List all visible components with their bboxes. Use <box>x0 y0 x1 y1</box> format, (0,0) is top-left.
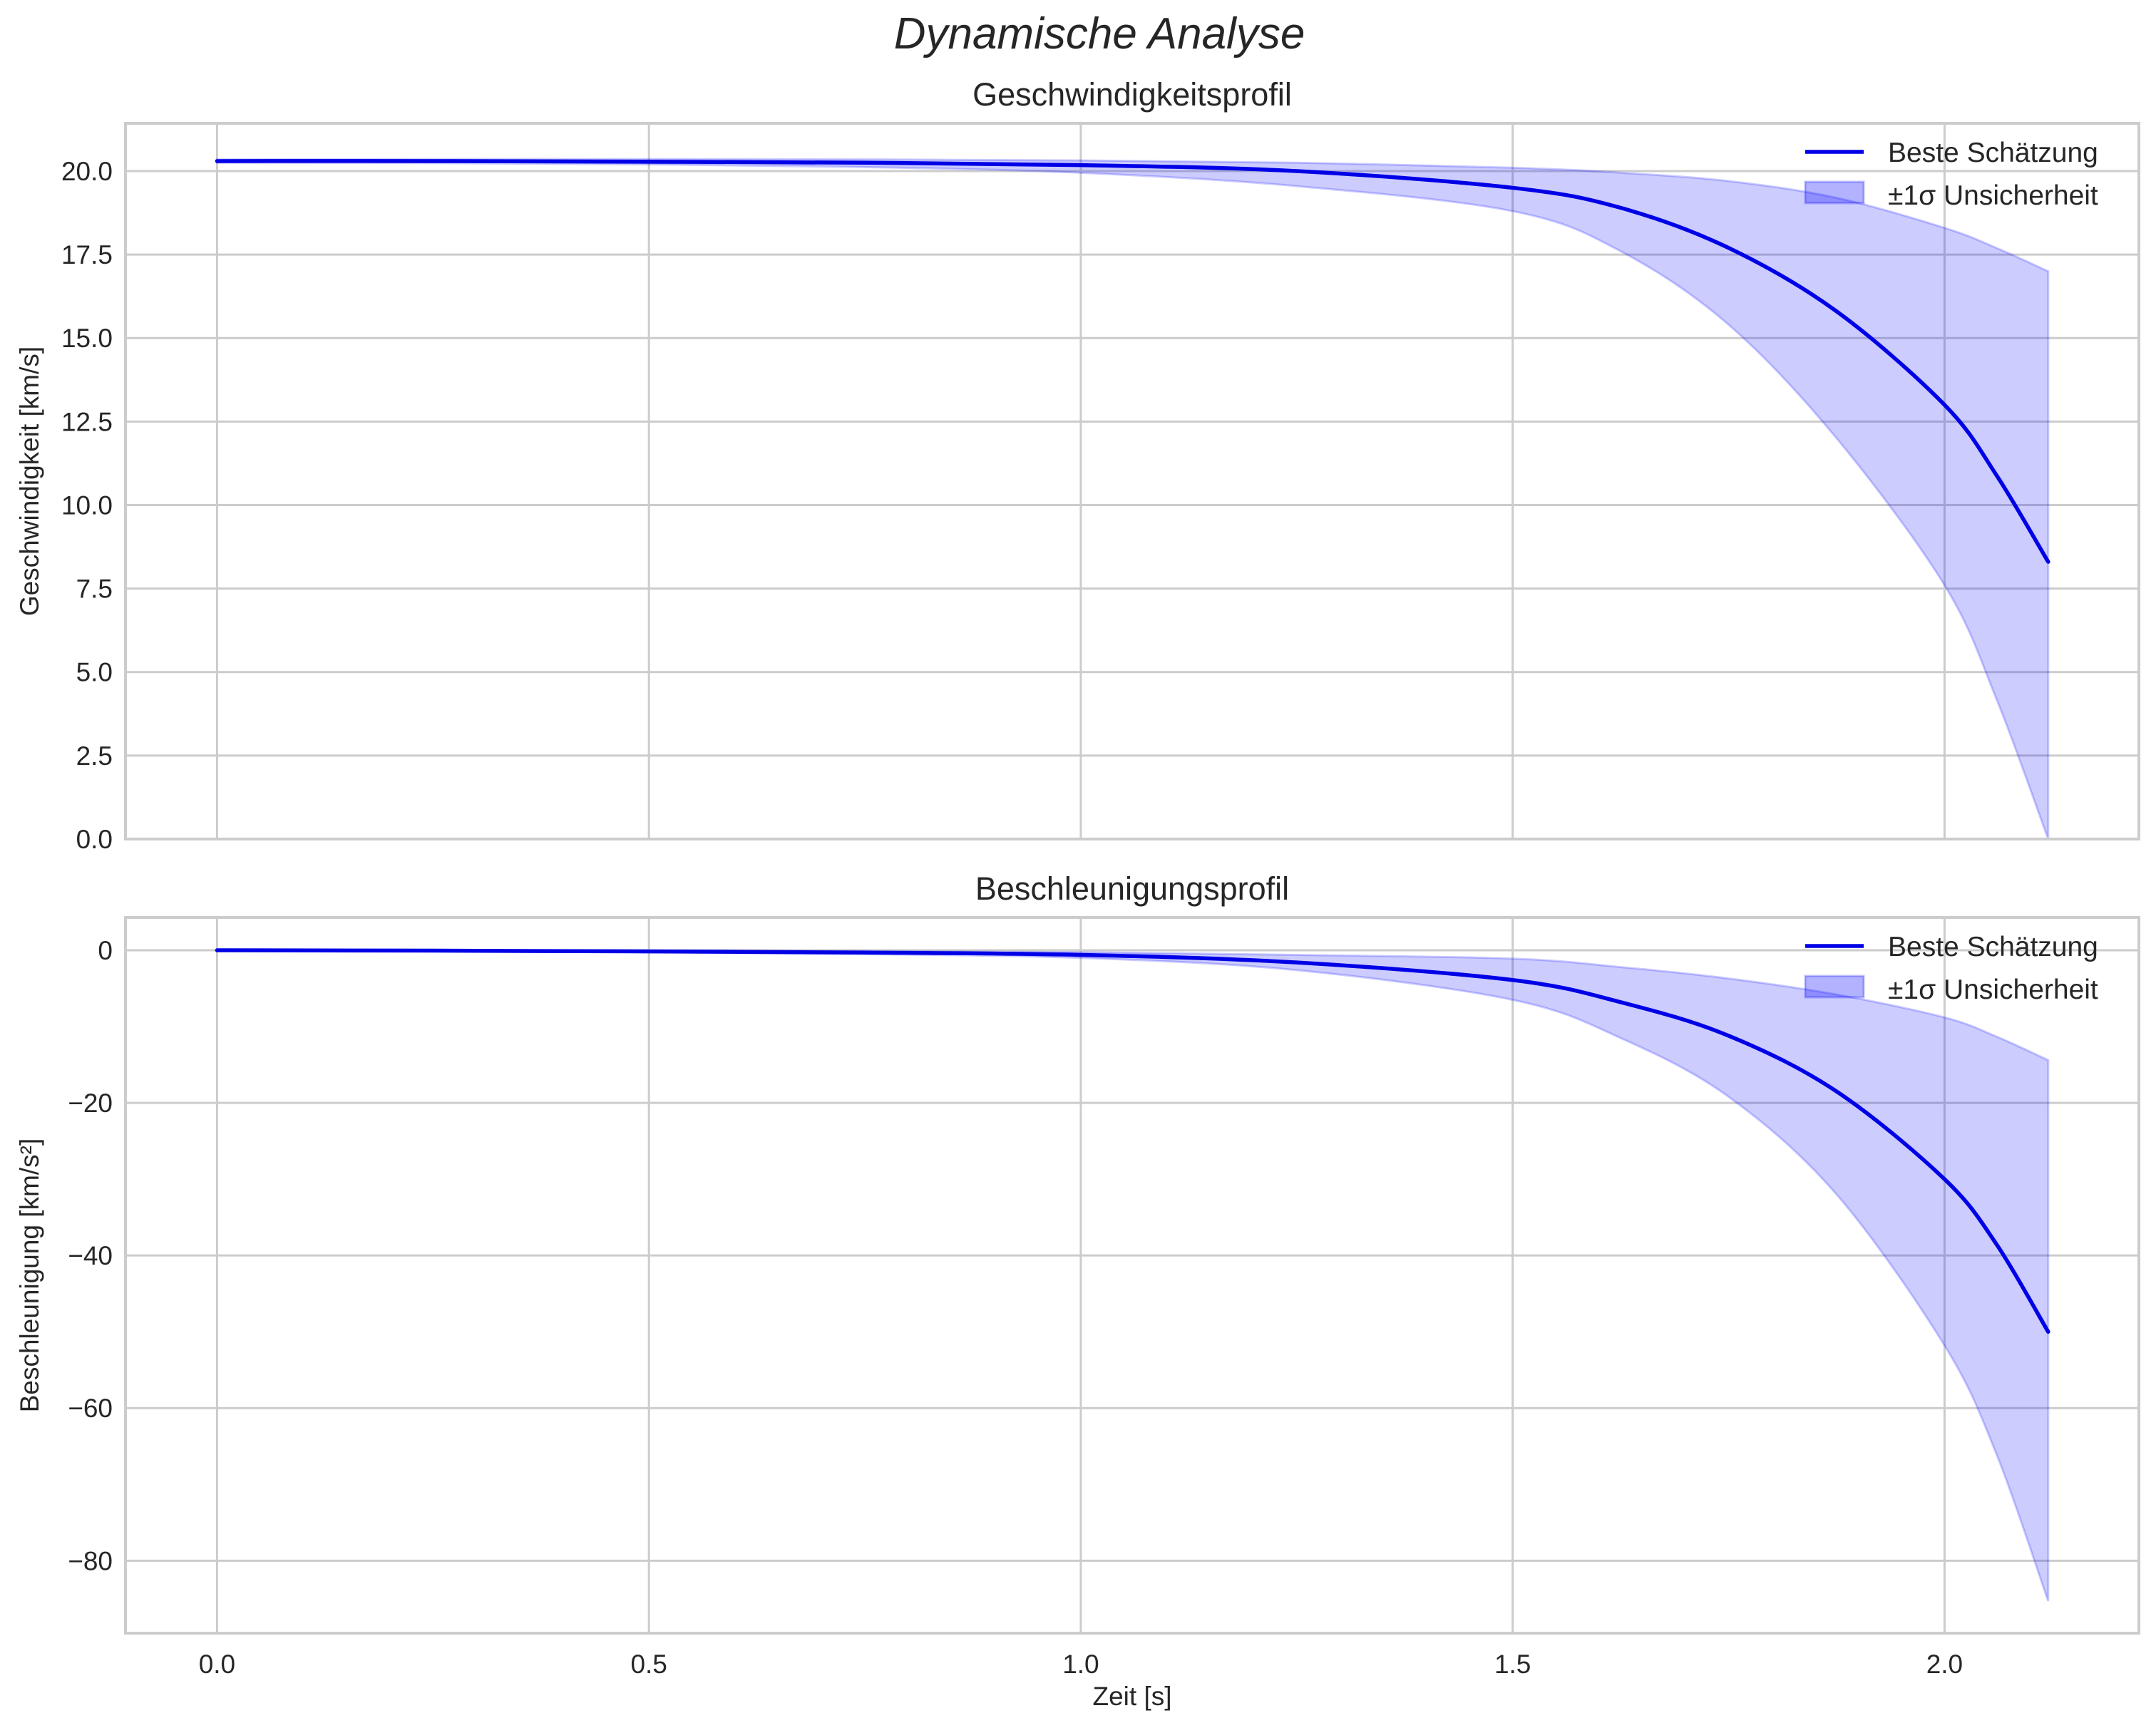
velocity-uncertainty-band <box>215 158 2050 840</box>
x-tick-label: 2.0 <box>1926 1650 1963 1679</box>
acceleration-uncertainty-band <box>217 949 2050 1602</box>
velocity-legend: Beste Schätzung ±1σ Unsicherheit <box>1804 138 2098 211</box>
y-tick-label: 10.0 <box>61 490 113 520</box>
y-tick-label: 0.0 <box>76 825 113 854</box>
y-tick-label: 0 <box>98 936 113 965</box>
legend-band-patch-icon <box>1804 180 1865 205</box>
acceleration-subplot: Beschleunigungsprofil 0−20−40−60−80 0.0 0… <box>15 870 2140 1711</box>
x-axis-label: Zeit [s] <box>1092 1682 1171 1711</box>
y-tick-label: −60 <box>68 1394 113 1423</box>
legend-band-patch-icon <box>1804 974 1865 999</box>
y-tick-label: 12.5 <box>61 407 113 436</box>
y-tick-label: 7.5 <box>76 575 113 604</box>
y-tick-label: 15.0 <box>61 324 113 353</box>
acceleration-legend: Beste Schätzung ±1σ Unsicherheit <box>1804 932 2098 1005</box>
velocity-best-estimate-line <box>215 159 2050 564</box>
x-tick-label: 1.5 <box>1494 1650 1531 1679</box>
velocity-subplot-title: Geschwindigkeitsprofil <box>972 76 1292 113</box>
uncertainty-band-area <box>217 949 2050 1602</box>
legend-label-uncertainty: ±1σ Unsicherheit <box>1888 180 2098 211</box>
uncertainty-band-area <box>215 158 2050 840</box>
figure-title: Dynamische Analyse <box>894 9 1305 58</box>
legend-label-best-estimate: Beste Schätzung <box>1888 932 2098 962</box>
acceleration-subplot-title: Beschleunigungsprofil <box>975 870 1289 907</box>
legend-label-best-estimate: Beste Schätzung <box>1888 138 2098 168</box>
y-tick-label: 20.0 <box>61 157 113 186</box>
x-tick-label: 1.0 <box>1062 1650 1099 1679</box>
acceleration-best-estimate-line <box>215 948 2050 1334</box>
y-tick-label: 5.0 <box>76 658 113 687</box>
velocity-axes-frame <box>124 122 2140 840</box>
y-tick-label: −20 <box>68 1089 113 1118</box>
best-estimate-path <box>215 159 2050 564</box>
y-tick-label: −80 <box>68 1546 113 1575</box>
y-tick-label: 2.5 <box>76 741 113 771</box>
best-estimate-path <box>215 948 2050 1334</box>
x-tick-label: 0.5 <box>630 1650 667 1679</box>
velocity-subplot: Geschwindigkeitsprofil 0.0 2.5 5.0 7.5 10.0 1… <box>15 76 2140 854</box>
acceleration-grid <box>125 917 2139 1633</box>
y-tick-label: 17.5 <box>61 240 113 269</box>
x-axis-ticks: 0.0 0.5 1.0 1.5 2.0 <box>199 1650 1963 1679</box>
acceleration-y-ticks: 0 −20 −40 −60 −80 <box>68 936 113 1575</box>
velocity-y-ticks: 0.0 2.5 5.0 7.5 10.0 12.5 15.0 17.5 20.0 <box>61 157 113 854</box>
acceleration-axes-frame <box>124 916 2140 1635</box>
y-tick-label: −40 <box>68 1241 113 1270</box>
acceleration-y-axis-label: Beschleunigung [km/s²] <box>15 1138 44 1413</box>
legend-label-uncertainty: ±1σ Unsicherheit <box>1888 974 2098 1005</box>
velocity-y-axis-label: Geschwindigkeit [km/s] <box>15 346 44 616</box>
x-tick-label: 0.0 <box>199 1650 235 1679</box>
